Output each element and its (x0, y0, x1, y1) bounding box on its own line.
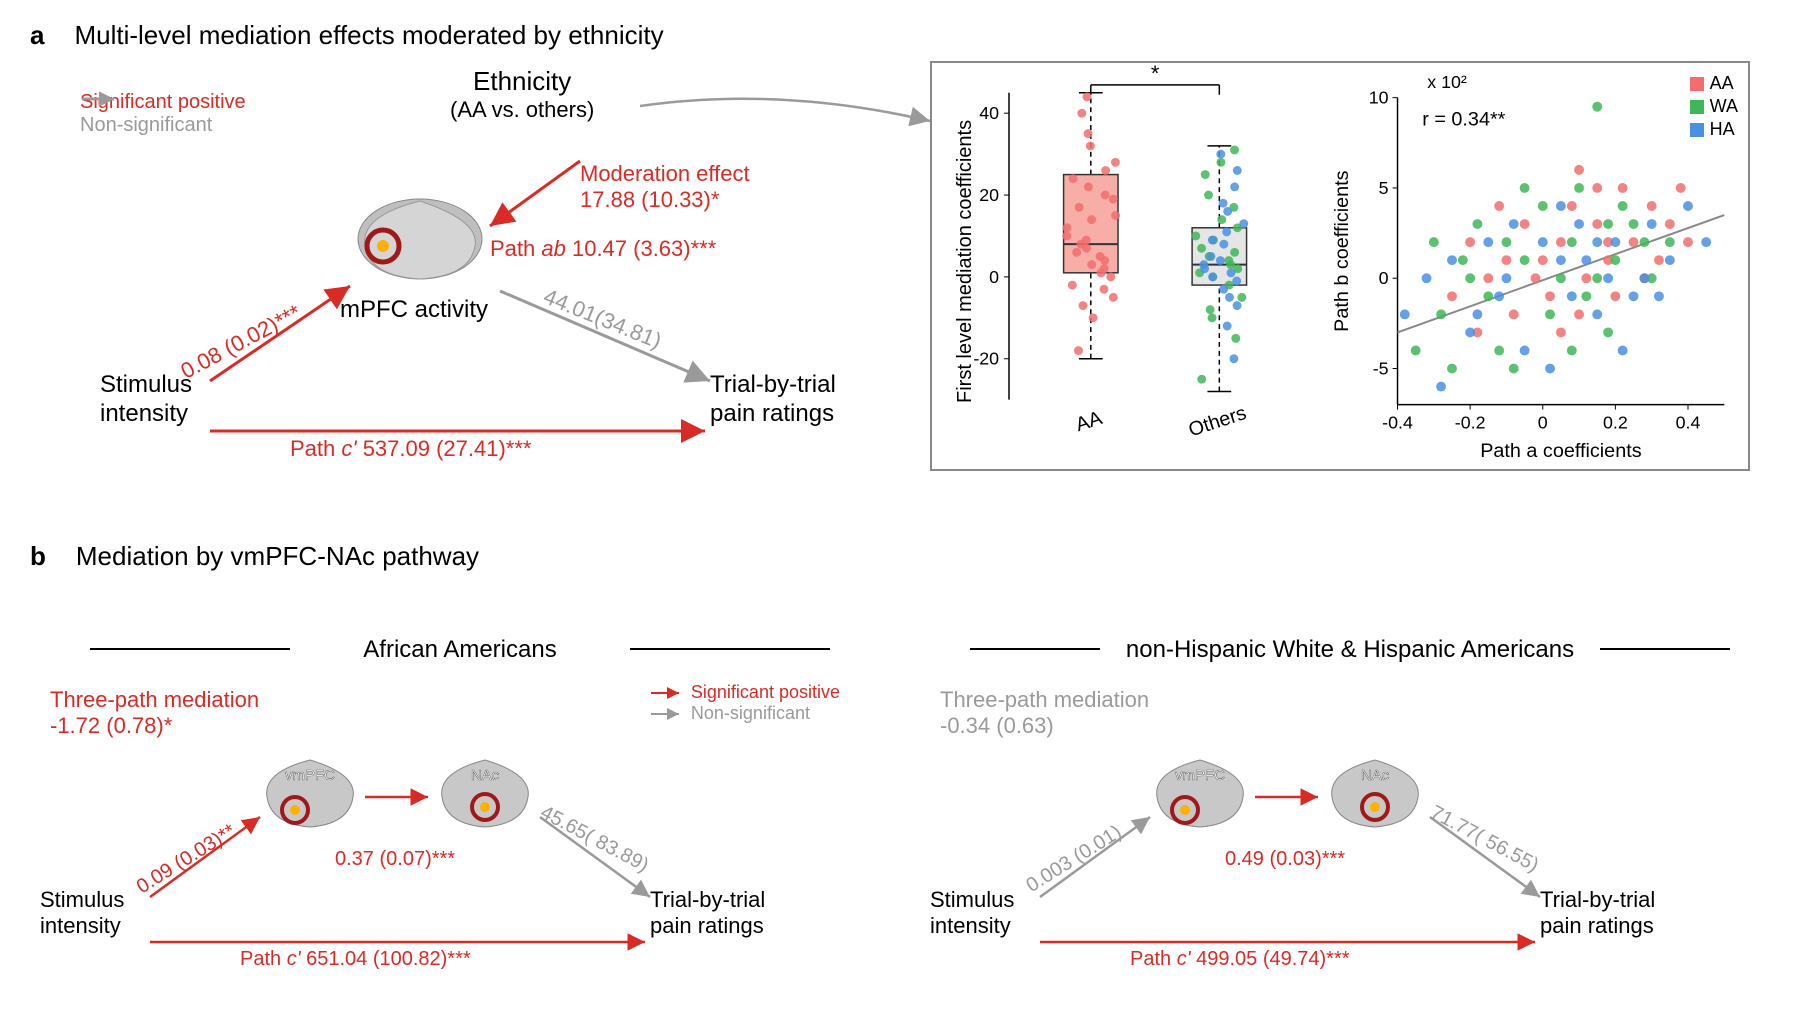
svg-text:20: 20 (979, 185, 999, 205)
node-ethnicity: Ethnicity (AA vs. others) (450, 66, 594, 124)
scatter-chart: AA WA HA -5 0 5 10 -0.4 -0.2 0 0.2 0.4 x 10² r = 0… (1324, 63, 1748, 469)
svg-text:10: 10 (1368, 88, 1388, 108)
legend-non-sig: Non-significant (80, 114, 246, 137)
svg-text:40: 40 (979, 103, 999, 123)
arrow-legend-b: Significant positive Non-significant (649, 682, 840, 724)
legend-sig-positive: Significant positive (80, 91, 246, 114)
svg-text:0: 0 (989, 267, 999, 287)
panel-a-label: a (30, 20, 44, 51)
panel-b-header: b Mediation by vmPFC-NAc pathway (30, 541, 1770, 572)
svg-text:*: * (1151, 63, 1160, 86)
svg-text:Path a coefficients: Path a coefficients (1480, 440, 1642, 462)
subpanel-others: non-Hispanic White & Hispanic Americans … (950, 652, 1750, 1012)
svg-text:vmPFC: vmPFC (285, 767, 335, 784)
svg-text:-5: -5 (1372, 358, 1388, 378)
moderation-label: Moderation effect 17.88 (10.33)* (580, 161, 750, 214)
svg-text:x 10²: x 10² (1427, 72, 1467, 92)
svg-text:r = 0.34**: r = 0.34** (1422, 108, 1505, 130)
svg-text:5: 5 (1378, 178, 1388, 198)
panel-b: b Mediation by vmPFC-NAc pathway African… (30, 541, 1770, 1012)
subpanel-others-title: non-Hispanic White & Hispanic Americans (950, 636, 1750, 664)
scatter-legend: AA WA HA (1690, 73, 1738, 142)
brain-mpfc (350, 191, 490, 291)
svg-text:AA: AA (1073, 407, 1106, 436)
svg-text:-20: -20 (973, 349, 999, 369)
boxplot-chart: First level mediation coefficients -20 0 2… (932, 63, 1324, 469)
svg-text:vmPFC: vmPFC (1175, 767, 1225, 784)
svg-text:-0.4: -0.4 (1382, 412, 1413, 432)
svg-text:0: 0 (1378, 268, 1388, 288)
svg-text:NAc: NAc (1361, 767, 1390, 784)
svg-text:0: 0 (1537, 412, 1547, 432)
path-c-label: Path c' 537.09 (27.41)*** (290, 436, 531, 462)
panel-b-title: Mediation by vmPFC-NAc pathway (76, 541, 479, 572)
svg-text:Others: Others (1186, 402, 1249, 441)
svg-text:0.4: 0.4 (1675, 412, 1700, 432)
subpanel-aa-title: African Americans (60, 636, 860, 664)
svg-text:NAc: NAc (471, 767, 500, 784)
node-mpfc: mPFC activity (340, 296, 488, 325)
panel-a: a Multi-level mediation effects moderate… (30, 20, 1770, 541)
path-a-label: 0.08 (0.02)*** (177, 300, 306, 385)
inset-charts: First level mediation coefficients -20 0 2… (930, 61, 1750, 471)
node-outcome: Trial-by-trialpain ratings (710, 371, 836, 429)
svg-text:Path b coefficients: Path b coefficients (1331, 170, 1353, 332)
panel-b-label: b (30, 541, 46, 572)
node-stimulus: Stimulusintensity (100, 371, 192, 429)
panel-a-title: Multi-level mediation effects moderated … (74, 20, 663, 51)
svg-text:0.2: 0.2 (1603, 412, 1628, 432)
arrow-legend: Significant positive Non-significant (80, 91, 246, 137)
panel-a-header: a Multi-level mediation effects moderate… (30, 20, 1770, 51)
mediation-diagram: Significant positive Non-significant Eth… (80, 61, 960, 521)
path-b-label: 44.01(34.81) (540, 284, 666, 355)
path-ab-label: Path ab 10.47 (3.63)*** (490, 236, 716, 262)
subpanel-aa: African Americans Significant positive N… (60, 652, 860, 1012)
boxplot-ylabel: First level mediation coefficients (954, 120, 977, 403)
svg-text:-0.2: -0.2 (1454, 412, 1485, 432)
